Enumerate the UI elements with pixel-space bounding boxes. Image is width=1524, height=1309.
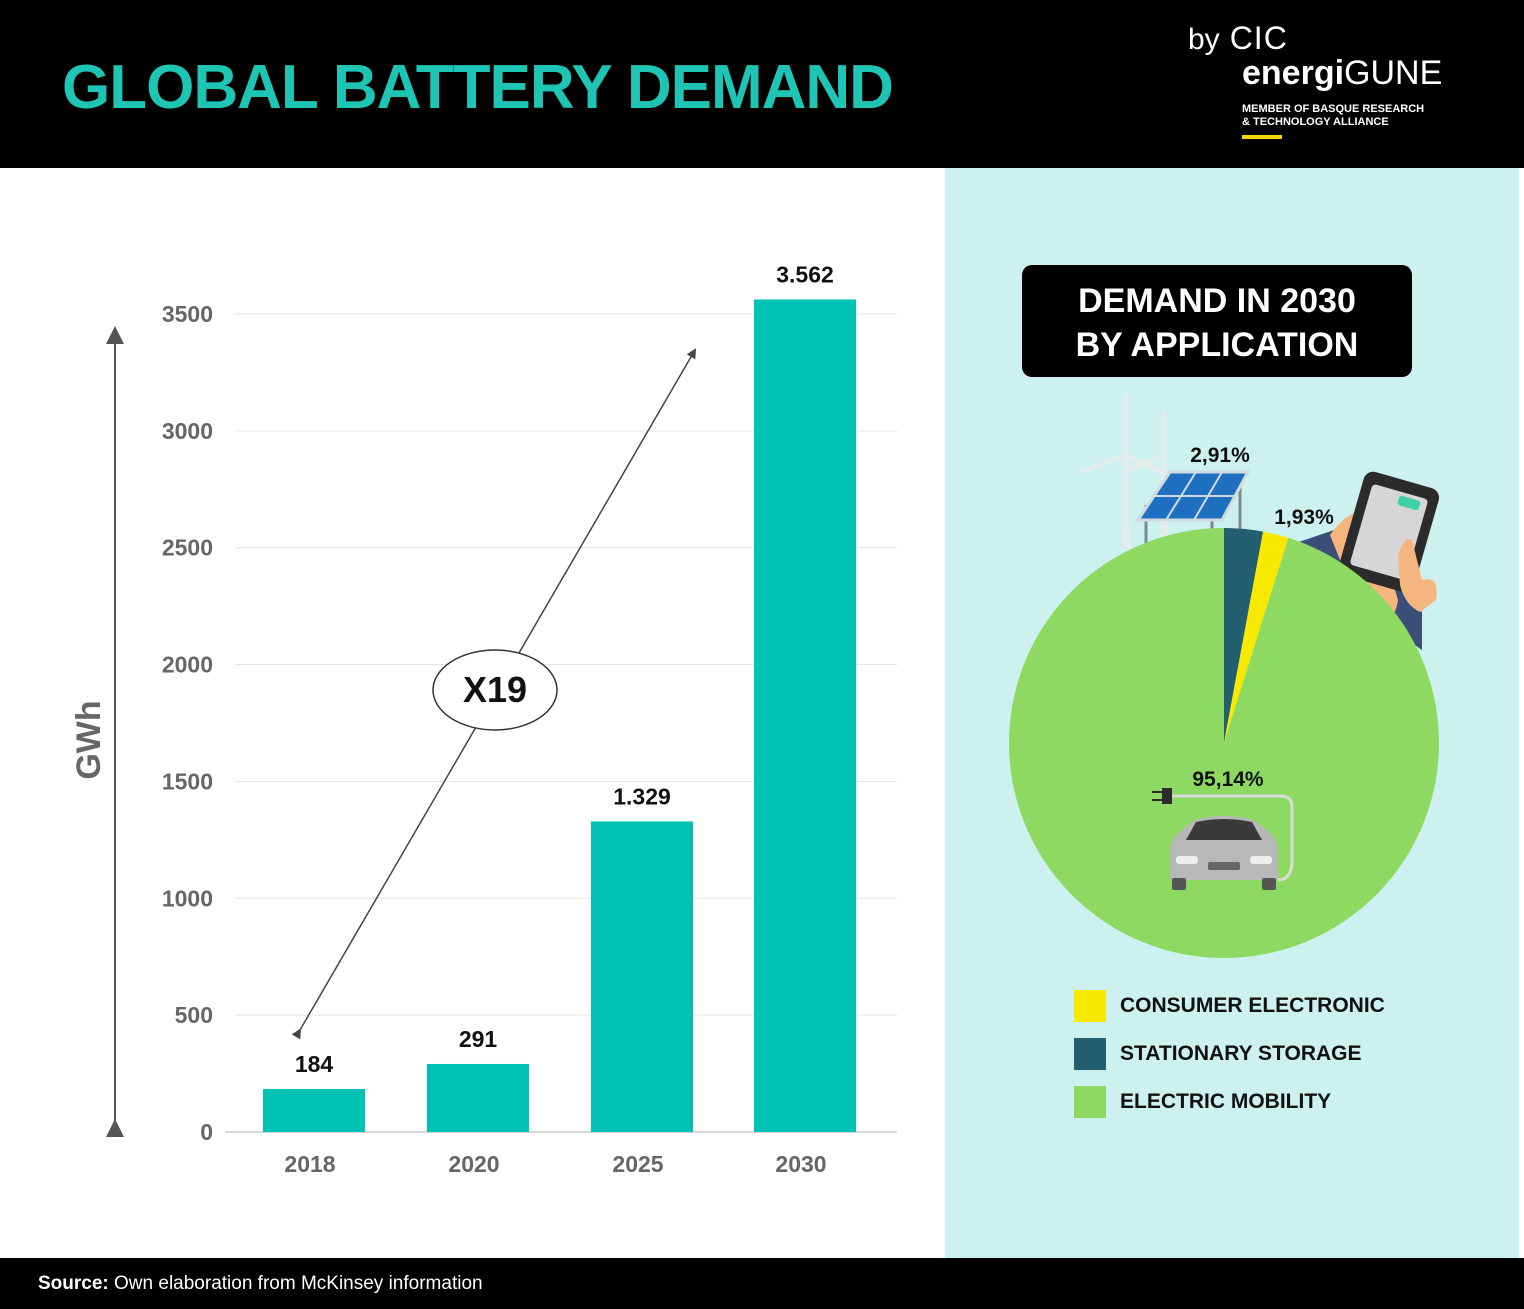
brand-energi-light: GUNE (1344, 54, 1443, 92)
y-tick-label: 2000 (162, 652, 213, 678)
legend-label: CONSUMER ELECTRONIC (1120, 994, 1385, 1017)
x-tick-label: 2030 (775, 1151, 826, 1177)
brand-logo: by CIC energiGUNE MEMBER OF BASQUE RESEAR… (1188, 20, 1442, 139)
brand-by: by (1188, 23, 1220, 56)
legend-swatch-consumer-electronic (1074, 990, 1106, 1022)
electric-car-icon (1152, 788, 1294, 890)
x-tick-label: 2018 (284, 1151, 335, 1177)
y-tick-label: 2500 (162, 535, 213, 561)
growth-annotation-label: X19 (463, 669, 527, 710)
bar-value-label: 3.562 (776, 262, 834, 288)
y-tick-label: 1500 (162, 768, 213, 794)
legend-swatch-electric-mobility (1074, 1086, 1106, 1118)
pie-slice-label: 2,91% (1190, 444, 1250, 467)
bar-value-label: 291 (459, 1026, 498, 1052)
page-title: GLOBAL BATTERY DEMAND (62, 53, 894, 122)
solar-panel-icon (1135, 470, 1251, 545)
legend-label: STATIONARY STORAGE (1120, 1042, 1362, 1065)
bar-value-label: 184 (295, 1051, 334, 1077)
bar-2020 (427, 1063, 529, 1132)
brand-member-line2: & TECHNOLOGY ALLIANCE (1242, 116, 1389, 128)
y-tick-label: 500 (175, 1002, 213, 1028)
x-tick-label: 2025 (612, 1151, 663, 1177)
brand-energigune: energiGUNE (1242, 54, 1442, 93)
brand-cic: CIC (1229, 20, 1288, 56)
brand-member-text: MEMBER OF BASQUE RESEARCH & TECHNOLOGY A… (1242, 103, 1424, 129)
pie-slice-stationary-storage (1224, 528, 1264, 743)
source-text: Own elaboration from McKinsey informatio… (108, 1273, 483, 1294)
pie-title-line1: DEMAND IN 2030 (1078, 282, 1356, 320)
brand-underline (1242, 135, 1282, 139)
bar-2030 (754, 299, 856, 1132)
bar-2018 (263, 1088, 365, 1132)
header-bar: GLOBAL BATTERY DEMAND by CIC energiGUNE M… (0, 0, 1524, 168)
wind-turbine-icon (1081, 395, 1172, 550)
y-tick-label: 0 (200, 1119, 213, 1145)
y-tick-label: 3000 (162, 418, 213, 444)
bar-value-label: 1.329 (613, 783, 671, 809)
pie-title-line2: BY APPLICATION (1075, 326, 1359, 364)
pie-slice-electric-mobility (1009, 528, 1439, 959)
x-tick-label: 2020 (448, 1151, 499, 1177)
y-tick-label: 3500 (162, 301, 213, 327)
legend-swatch-stationary-storage (1074, 1038, 1106, 1070)
growth-annotation-bubble (432, 649, 558, 731)
pie-slice-label: 95,14% (1192, 768, 1264, 791)
pie-slice-consumer-electronic (1224, 531, 1289, 743)
bar-2025 (591, 821, 693, 1132)
bar-chart: 0 500 1000 1500 2000 2500 3000 3500 GWh 184 2018… (70, 262, 897, 1177)
source-label: Source: (38, 1273, 109, 1294)
y-tick-label: 1000 (162, 885, 213, 911)
source-footer: Source: Own elaboration from McKinsey in… (0, 1258, 1524, 1309)
y-axis-label: GWh (70, 700, 108, 779)
brand-energi-bold: energi (1242, 54, 1345, 92)
pie-chart: 2,91% 1,93% 95,14% (1009, 395, 1440, 959)
brand-member-line1: MEMBER OF BASQUE RESEARCH (1242, 103, 1425, 115)
pie-title-box: DEMAND IN 2030 BY APPLICATION (1022, 265, 1412, 377)
pie-slice-label: 1,93% (1274, 506, 1334, 529)
legend-label: ELECTRIC MOBILITY (1120, 1090, 1332, 1113)
